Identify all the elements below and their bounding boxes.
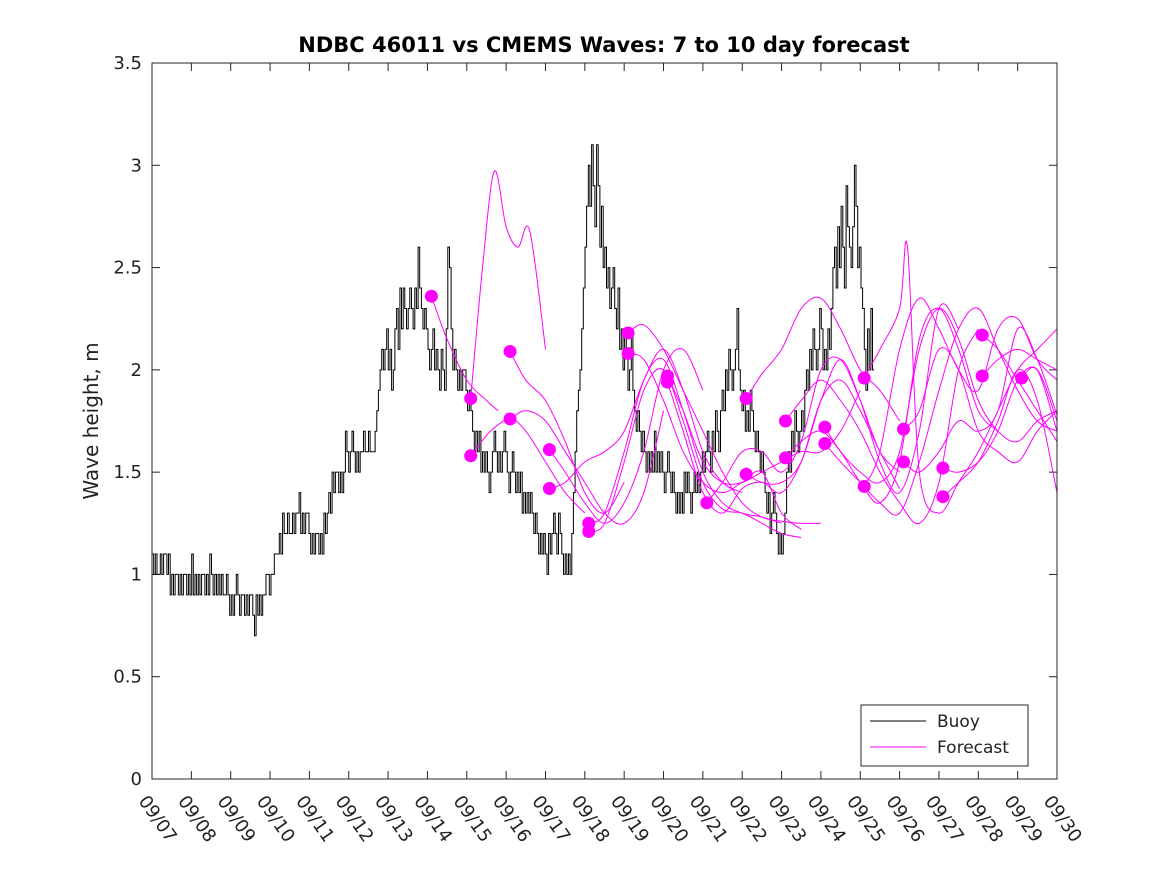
forecast-start-marker xyxy=(660,375,674,389)
y-tick-label: 3 xyxy=(131,155,142,176)
forecast-series-group xyxy=(430,170,1058,539)
forecast-start-marker xyxy=(424,289,438,303)
forecast-start-marker xyxy=(503,412,517,426)
forecast-line xyxy=(785,328,979,525)
forecast-line xyxy=(903,326,1058,473)
forecast-start-marker xyxy=(779,451,792,465)
legend-box xyxy=(860,704,1029,767)
forecast-start-marker xyxy=(700,496,714,510)
forecast-start-marker xyxy=(779,414,792,428)
legend-buoy-label: Buoy xyxy=(937,712,980,732)
forecast-line xyxy=(745,303,960,494)
y-tick-label: 1.5 xyxy=(113,462,142,483)
forecast-start-marker xyxy=(739,467,753,481)
forecast-start-marker xyxy=(464,449,478,463)
forecast-start-marker xyxy=(936,461,950,475)
y-tick-label: 0.5 xyxy=(113,667,142,688)
legend: Buoy Forecast xyxy=(860,704,1029,767)
forecast-start-marker xyxy=(975,328,989,342)
y-tick-label: 1 xyxy=(131,564,142,585)
forecast-line xyxy=(470,170,546,399)
forecast-start-marker xyxy=(857,479,871,493)
y-tick-label: 2.5 xyxy=(113,258,142,279)
forecast-start-marker xyxy=(621,346,635,360)
forecast-start-marker xyxy=(897,422,911,436)
forecast-start-marker xyxy=(936,490,950,504)
forecast-line xyxy=(981,348,1058,377)
y-tick-labels: 0 0.5 1 1.5 2 2.5 3 3.5 xyxy=(113,53,142,790)
chart-title: NDBC 46011 vs CMEMS Waves: 7 to 10 day f… xyxy=(298,33,909,57)
forecast-line xyxy=(942,368,1058,498)
forecast-line xyxy=(824,307,1058,484)
forecast-start-marker xyxy=(621,326,635,340)
forecast-start-marker xyxy=(542,443,556,457)
forecast-start-marker xyxy=(542,482,556,496)
legend-forecast-label: Forecast xyxy=(937,738,1009,758)
forecast-line xyxy=(745,296,901,422)
buoy-series xyxy=(152,144,875,637)
forecast-line xyxy=(627,353,802,530)
y-tick-label: 2 xyxy=(131,360,142,381)
forecast-start-markers xyxy=(424,289,1029,538)
y-tick-label: 0 xyxy=(131,769,142,790)
forecast-line xyxy=(509,410,664,525)
forecast-line xyxy=(430,296,499,412)
buoy-line xyxy=(152,144,875,637)
forecast-start-marker xyxy=(582,524,596,538)
forecast-line xyxy=(588,368,802,539)
plot-frame xyxy=(151,62,1058,780)
forecast-line xyxy=(627,323,821,524)
forecast-line xyxy=(667,379,901,514)
forecast-start-marker xyxy=(857,371,871,385)
y-axis-label: Wave height, m xyxy=(79,342,103,499)
forecast-start-marker xyxy=(1015,371,1029,385)
forecast-start-marker xyxy=(464,391,478,405)
forecast-line xyxy=(548,348,704,524)
forecast-start-marker xyxy=(897,455,911,469)
forecast-line xyxy=(470,418,586,514)
forecast-start-marker xyxy=(503,344,517,358)
forecast-start-marker xyxy=(975,369,989,383)
forecast-start-marker xyxy=(818,420,832,434)
forecast-start-marker xyxy=(818,437,832,451)
y-tick-label: 3.5 xyxy=(113,53,142,74)
forecast-start-marker xyxy=(739,391,753,405)
